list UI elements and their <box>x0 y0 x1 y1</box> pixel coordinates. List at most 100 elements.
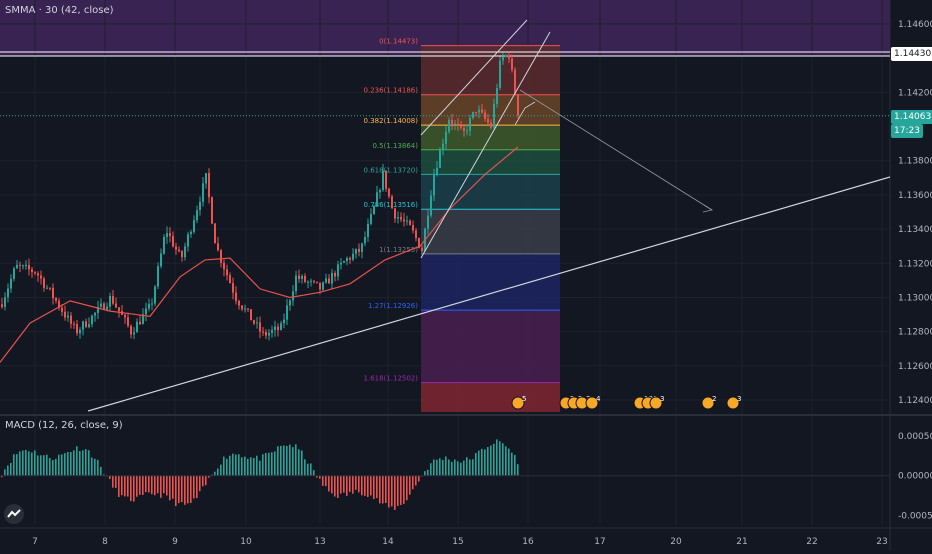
macd-histogram-bar <box>403 475 405 504</box>
macd-histogram-bar <box>82 450 84 476</box>
fib-zone <box>421 310 560 383</box>
macd-histogram-bar <box>241 457 243 476</box>
macd-histogram-bar <box>280 445 282 476</box>
candle-body <box>418 237 420 248</box>
candle-body <box>499 60 501 88</box>
candle-body <box>448 119 450 132</box>
candle-body <box>283 319 285 324</box>
macd-histogram-bar <box>151 475 153 495</box>
candle-body <box>49 287 51 289</box>
time-axis-label: 15 <box>452 537 463 547</box>
macd-histogram-bar <box>133 475 135 502</box>
candle-body <box>22 265 24 267</box>
time-axis-label: 23 <box>876 537 887 547</box>
candle-body <box>349 258 351 260</box>
macd-histogram-bar <box>22 450 24 476</box>
candle-body <box>412 225 414 231</box>
candle-body <box>7 288 9 298</box>
fib-level-label: 1(1.13255) <box>379 246 418 254</box>
macd-histogram-bar <box>55 458 57 476</box>
candle-body <box>172 235 174 247</box>
candle-body <box>55 298 57 301</box>
candle-body <box>103 303 105 310</box>
macd-histogram-bar <box>340 475 342 494</box>
price-axis-label: 1.13000 <box>898 293 932 303</box>
smma-line <box>0 146 519 363</box>
candle-body <box>154 286 156 304</box>
candle-body <box>307 281 309 283</box>
macd-histogram-bar <box>145 475 147 493</box>
candle-body <box>28 264 30 270</box>
macd-histogram-bar <box>28 451 30 476</box>
candle-body <box>355 248 357 254</box>
candle-body <box>496 87 498 104</box>
event-marker-count: 5 <box>522 395 526 403</box>
candle-body <box>142 314 144 325</box>
macd-histogram-bar <box>103 474 105 476</box>
candle-body <box>271 329 273 333</box>
macd-histogram-bar <box>40 455 42 476</box>
macd-histogram-bar <box>448 459 450 476</box>
candle-body <box>298 275 300 279</box>
macd-histogram-bar <box>31 452 33 476</box>
candle-body <box>265 331 267 336</box>
macd-histogram-bar <box>85 449 87 476</box>
candle-body <box>316 281 318 283</box>
macd-histogram-bar <box>499 441 501 476</box>
macd-histogram-bar <box>1 475 3 478</box>
candle-body <box>403 219 405 222</box>
macd-histogram-bar <box>418 475 420 482</box>
price-axis-label: 1.14200 <box>898 88 932 98</box>
candle-body <box>34 272 36 274</box>
macd-histogram-bar <box>376 475 378 499</box>
candle-body <box>97 306 99 313</box>
macd-histogram-bar <box>52 460 54 476</box>
candle-body <box>328 278 330 284</box>
candle-body <box>217 243 219 251</box>
macd-histogram-bar <box>190 475 192 504</box>
macd-histogram-bar <box>76 446 78 476</box>
macd-histogram-bar <box>91 457 93 476</box>
macd-histogram-bar <box>235 454 237 476</box>
candle-body <box>439 150 441 168</box>
candle-body <box>334 272 336 277</box>
macd-histogram-bar <box>64 453 66 476</box>
candle-body <box>127 317 129 326</box>
macd-histogram-bar <box>469 459 471 476</box>
candle-body <box>253 320 255 324</box>
event-marker-icon <box>511 396 525 410</box>
candle-body <box>376 192 378 206</box>
candle-body <box>466 130 468 132</box>
macd-histogram-bar <box>58 454 60 476</box>
candle-body <box>370 214 372 224</box>
macd-histogram-bar <box>277 446 279 476</box>
macd-histogram-bar <box>43 455 45 476</box>
tradingview-logo-icon[interactable] <box>4 504 24 524</box>
candle-body <box>232 283 234 293</box>
candle-body <box>10 278 12 289</box>
macd-histogram-bar <box>394 475 396 510</box>
macd-histogram-bar <box>115 475 117 488</box>
event-marker-icon <box>701 396 715 410</box>
macd-histogram-bar <box>265 453 267 476</box>
macd-histogram-bar <box>97 459 99 476</box>
candle-body <box>394 208 396 219</box>
macd-histogram-bar <box>373 475 375 500</box>
candle-body <box>286 305 288 320</box>
candle-body <box>256 322 258 324</box>
macd-histogram-bar <box>262 454 264 476</box>
macd-histogram-bar <box>412 475 414 490</box>
fib-zone <box>421 209 560 254</box>
macd-indicator-legend[interactable]: MACD (12, 26, close, 9) <box>5 420 123 431</box>
main-indicator-legend[interactable]: SMMA · 30 (42, close) <box>5 5 114 16</box>
candle-body <box>406 220 408 222</box>
candle-body <box>478 109 480 113</box>
macd-histogram-bar <box>433 459 435 476</box>
macd-histogram-bar <box>475 452 477 476</box>
macd-histogram-bar <box>427 469 429 476</box>
candle-body <box>106 306 108 310</box>
candle-countdown-tag: 17:23 <box>891 123 923 138</box>
projection-arrow-line <box>519 89 713 211</box>
